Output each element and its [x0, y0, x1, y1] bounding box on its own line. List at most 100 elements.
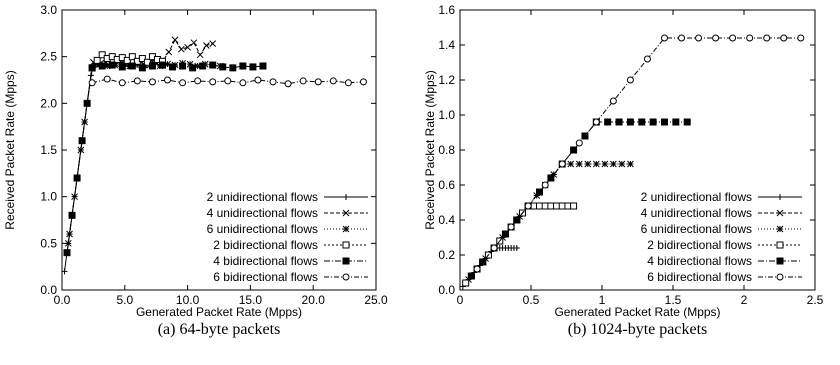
- y-tick-label: 0.5: [40, 236, 57, 250]
- data-point: [660, 34, 668, 42]
- legend-marker: [776, 241, 784, 249]
- x-tick-label: 5.0: [116, 293, 133, 307]
- data-point: [194, 77, 202, 85]
- y-tick-label: 0.4: [438, 213, 455, 227]
- data-point: [239, 79, 247, 87]
- data-point: [118, 63, 126, 71]
- data-point: [501, 230, 509, 238]
- data-point: [570, 202, 578, 210]
- data-point: [118, 59, 126, 67]
- data-point: [219, 63, 227, 71]
- data-point: [199, 62, 207, 70]
- x-tick-label: 20.0: [302, 293, 326, 307]
- data-point: [359, 78, 367, 86]
- y-tick-label: 3.0: [40, 3, 57, 17]
- series-line: [476, 37, 801, 270]
- data-point: [530, 202, 538, 210]
- data-point: [746, 34, 754, 42]
- data-point: [284, 80, 292, 88]
- data-point: [128, 53, 136, 61]
- data-point: [209, 61, 217, 69]
- data-point: [229, 64, 237, 72]
- data-point: [558, 160, 566, 168]
- legend-marker: [342, 225, 350, 233]
- data-point: [479, 258, 487, 266]
- data-point: [81, 118, 88, 126]
- data-point: [148, 62, 156, 70]
- x-axis-label: Generated Packet Rate (Mpps): [136, 305, 302, 319]
- data-point: [143, 58, 151, 66]
- data-point: [123, 56, 131, 64]
- data-point: [184, 43, 191, 51]
- data-point: [643, 55, 651, 63]
- data-point: [627, 160, 634, 168]
- legend-label: 4 bidirectional flows: [213, 254, 318, 268]
- data-point: [177, 45, 185, 53]
- y-tick-label: 1.6: [438, 3, 455, 17]
- data-point: [462, 279, 470, 287]
- data-point: [678, 34, 686, 42]
- data-point: [575, 160, 583, 168]
- data-point: [649, 118, 657, 126]
- data-point: [61, 268, 68, 275]
- y-tick-label: 2.0: [40, 96, 57, 110]
- x-tick-label: 25.0: [364, 293, 388, 307]
- series-line: [69, 62, 221, 235]
- y-tick-label: 1.2: [438, 73, 455, 87]
- data-point: [66, 230, 73, 238]
- legend-label: 2 unidirectional flows: [207, 190, 318, 204]
- y-tick-label: 0.0: [40, 283, 57, 297]
- data-point: [553, 202, 561, 210]
- y-tick-label: 1.0: [40, 190, 57, 204]
- legend-label: 6 bidirectional flows: [213, 270, 318, 284]
- x-tick-label: 0.0: [54, 293, 71, 307]
- data-point: [189, 64, 197, 72]
- legend-marker: [342, 241, 350, 249]
- data-point: [592, 160, 600, 168]
- data-point: [63, 249, 71, 257]
- x-tick-label: 15.0: [239, 293, 263, 307]
- data-point: [171, 36, 179, 44]
- data-point: [103, 75, 111, 83]
- data-point: [64, 239, 72, 247]
- legend-marker: [776, 225, 784, 233]
- data-point: [164, 60, 171, 68]
- legend-label: 4 bidirectional flows: [647, 254, 752, 268]
- data-point: [259, 62, 267, 70]
- data-point: [797, 34, 805, 42]
- data-point: [158, 61, 166, 69]
- data-point: [513, 245, 520, 251]
- data-point: [314, 78, 322, 86]
- data-point: [558, 202, 566, 210]
- data-point: [299, 77, 307, 85]
- data-point: [615, 118, 623, 126]
- data-point: [209, 78, 217, 86]
- legend-label: 4 unidirectional flows: [207, 206, 318, 220]
- data-point: [194, 62, 202, 70]
- y-axis-label: Received Packet Rate (Mpps): [423, 70, 437, 229]
- data-point: [169, 63, 177, 71]
- data-point: [592, 118, 600, 126]
- y-tick-label: 0.2: [438, 248, 455, 262]
- data-point: [610, 160, 617, 168]
- x-tick-label: 1.5: [665, 293, 682, 307]
- legend-marker: [343, 194, 349, 200]
- data-point: [186, 60, 194, 68]
- x-tick-label: 2.5: [807, 293, 824, 307]
- data-point: [209, 40, 217, 47]
- data-point: [536, 202, 544, 210]
- data-point: [712, 34, 720, 42]
- data-point: [73, 174, 81, 182]
- data-point: [93, 56, 101, 64]
- y-tick-label: 1.5: [40, 143, 57, 157]
- data-point: [148, 78, 156, 86]
- y-axis-label: Received Packet Rate (Mpps): [3, 70, 17, 229]
- x-tick-label: 0: [457, 293, 464, 307]
- figure-caption: (b) 1024-byte packets: [568, 321, 708, 338]
- data-point: [224, 77, 232, 85]
- data-point: [269, 78, 277, 86]
- y-tick-label: 0.8: [438, 143, 455, 157]
- data-point: [467, 272, 475, 280]
- data-point: [190, 39, 198, 47]
- legend-marker: [777, 194, 783, 200]
